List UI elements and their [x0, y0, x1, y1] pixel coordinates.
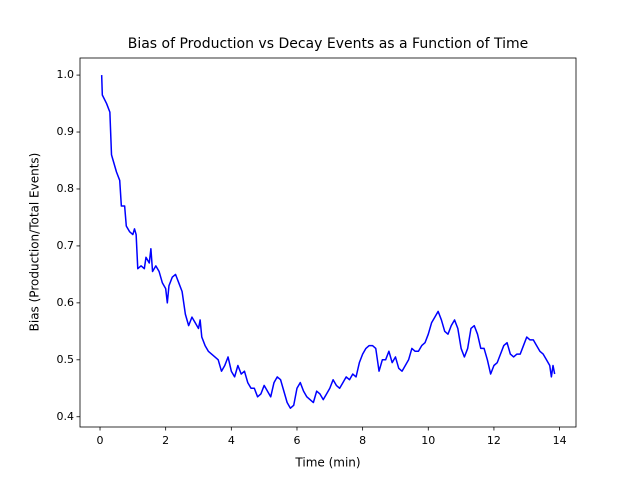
- data-line: [100, 75, 556, 409]
- x-tick-label: 14: [553, 434, 567, 447]
- x-tick-label: 10: [421, 434, 435, 447]
- y-tick-label: 1.0: [57, 68, 75, 81]
- y-tick-label: 0.5: [57, 353, 75, 366]
- x-tick-label: 6: [293, 434, 300, 447]
- y-tick-label: 0.6: [57, 296, 75, 309]
- y-tick-label: 0.4: [57, 410, 75, 423]
- y-tick-label: 0.7: [57, 239, 75, 252]
- x-axis-label: Time (min): [294, 456, 360, 470]
- x-tick-label: 4: [228, 434, 235, 447]
- x-tick-label: 2: [162, 434, 169, 447]
- y-axis-label: Bias (Production/Total Events): [28, 153, 42, 332]
- x-tick-label: 12: [487, 434, 501, 447]
- x-tick-label: 8: [359, 434, 366, 447]
- plot-frame: [79, 57, 577, 428]
- chart-title: Bias of Production vs Decay Events as a …: [128, 36, 529, 52]
- y-tick-label: 0.8: [57, 182, 75, 195]
- x-tick-label: 0: [97, 434, 104, 447]
- y-tick-label: 0.9: [57, 125, 75, 138]
